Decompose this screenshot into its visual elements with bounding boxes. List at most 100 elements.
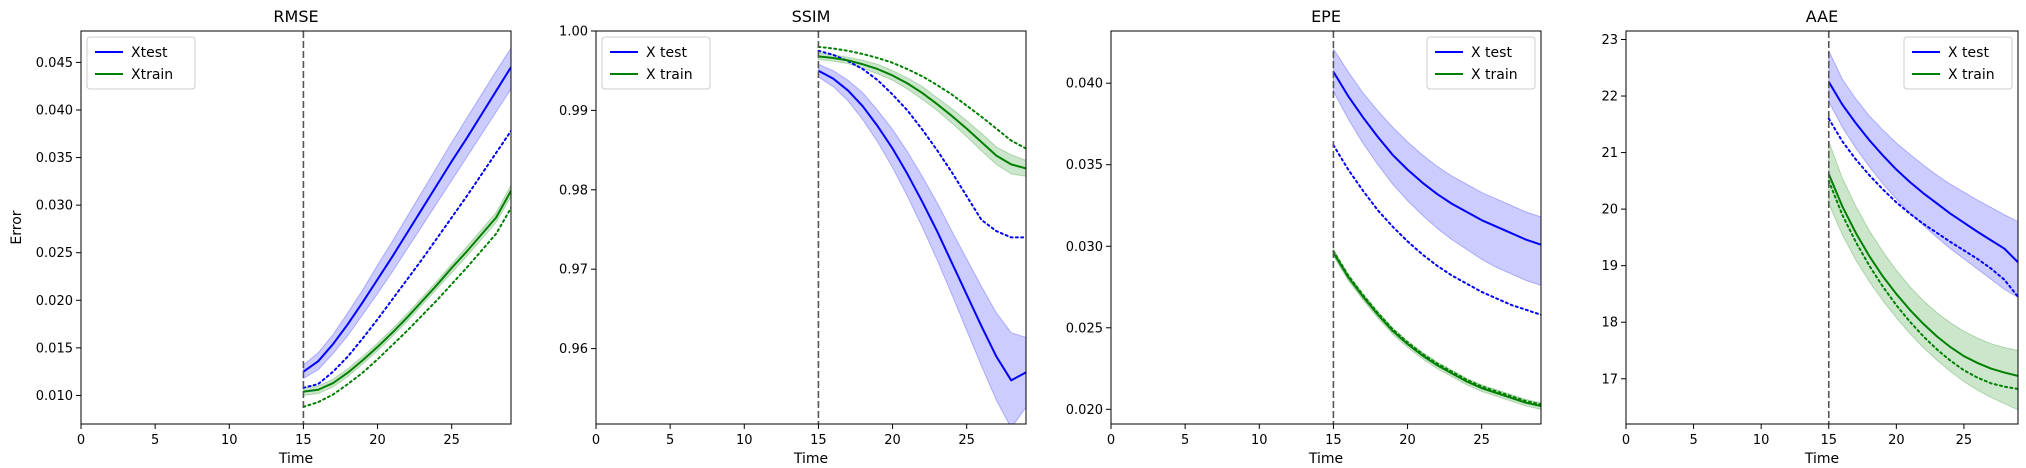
x-tick-label: 5 — [1689, 433, 1697, 448]
x-tick-label: 25 — [1956, 433, 1973, 448]
x-tick-label: 15 — [1325, 433, 1342, 448]
y-tick-label: 0.030 — [1066, 240, 1103, 255]
y-tick-label: 0.96 — [559, 342, 588, 357]
series-line — [1827, 81, 2018, 263]
y-tick-label: 0.045 — [36, 56, 73, 71]
x-tick-label: 20 — [369, 433, 386, 448]
series-line-dotted — [1332, 144, 1541, 316]
confidence-band — [817, 63, 1026, 424]
confidence-band — [1828, 141, 2018, 411]
confidence-band — [302, 184, 511, 397]
panel-title: RMSE — [273, 7, 318, 26]
series-line-dotted — [302, 206, 511, 408]
panel-title: SSIM — [792, 7, 831, 26]
series-line-dotted — [817, 49, 1026, 239]
x-tick-label: 5 — [666, 433, 674, 448]
series-line — [1332, 252, 1541, 408]
x-tick-label: 25 — [443, 433, 460, 448]
y-tick-label: 0.030 — [36, 199, 73, 214]
y-tick-label: 0.040 — [1066, 77, 1103, 92]
series-line — [302, 66, 511, 373]
panel-title: AAE — [1806, 7, 1838, 26]
y-tick-label: 0.99 — [559, 104, 588, 119]
x-axis-label: Time — [1804, 451, 1839, 467]
y-tick-label: 0.020 — [1066, 403, 1103, 418]
y-tick-label: 0.020 — [36, 294, 73, 309]
series-line-dotted — [1827, 117, 2018, 298]
series-line-dotted — [1827, 179, 2018, 390]
y-tick-label: 21 — [1601, 146, 1618, 161]
y-tick-label: 0.025 — [1066, 321, 1103, 336]
x-tick-label: 20 — [884, 433, 901, 448]
y-tick-label: 1.00 — [559, 25, 588, 40]
panel-title: EPE — [1311, 7, 1341, 26]
y-tick-label: 0.98 — [559, 183, 588, 198]
legend-label: X test — [1948, 45, 1989, 61]
panel-epe: EPE Time 0 5 10 15 20 25 0.020 0.025 0.030 0.035 0… — [1066, 7, 1542, 467]
y-tick-label: 0.010 — [36, 389, 73, 404]
y-tick-label: 0.040 — [36, 103, 73, 118]
plot-area — [302, 47, 511, 408]
y-tick-label: 0.035 — [1066, 158, 1103, 173]
y-tick-label: 0.035 — [36, 151, 73, 166]
confidence-band — [1828, 50, 2018, 298]
legend-label: X train — [1471, 67, 1518, 83]
legend: Xtest Xtrain — [86, 36, 196, 90]
x-tick-label: 15 — [810, 433, 827, 448]
y-tick-label: 0.015 — [36, 341, 73, 356]
y-tick-label: 22 — [1601, 90, 1618, 105]
x-tick-label: 10 — [1251, 433, 1268, 448]
legend-label: X test — [646, 45, 687, 61]
series-line-dotted — [1332, 250, 1541, 406]
x-tick-label: 0 — [1107, 433, 1115, 448]
y-tick-label: 17 — [1601, 372, 1618, 387]
legend: X test X train — [1903, 36, 2013, 90]
confidence-band — [302, 47, 511, 380]
plot-area — [1332, 47, 1541, 410]
legend-label: X train — [646, 67, 693, 83]
axes-frame — [80, 30, 512, 425]
y-tick-label: 23 — [1601, 33, 1618, 48]
series-line — [1332, 71, 1541, 246]
confidence-band — [817, 52, 1026, 177]
y-tick-label: 19 — [1601, 259, 1618, 274]
x-tick-label: 15 — [1820, 433, 1837, 448]
x-tick-label: 0 — [77, 433, 85, 448]
x-tick-label: 0 — [592, 433, 600, 448]
y-tick-label: 0.025 — [36, 246, 73, 261]
legend-box — [1426, 36, 1536, 90]
x-tick-label: 25 — [1473, 433, 1490, 448]
x-tick-label: 5 — [1181, 433, 1189, 448]
x-tick-label: 10 — [221, 433, 238, 448]
y-axis-label: Error — [9, 210, 25, 244]
legend-label: X test — [1471, 45, 1512, 61]
x-tick-label: 15 — [295, 433, 312, 448]
axes-frame — [1625, 30, 2019, 425]
legend-label: X train — [1948, 67, 1995, 83]
x-tick-label: 25 — [958, 433, 975, 448]
x-tick-label: 10 — [736, 433, 753, 448]
legend-box — [1903, 36, 2013, 90]
x-axis-label: Time — [278, 451, 313, 467]
plot-area — [1827, 50, 2018, 411]
panel-ssim: SSIM Time 0 5 10 15 20 25 0.96 0.97 0.98 0.99 1.00… — [559, 7, 1027, 467]
y-tick-label: 18 — [1601, 316, 1618, 331]
series-line — [1827, 173, 2018, 377]
legend-box — [86, 36, 196, 90]
x-tick-label: 5 — [151, 433, 159, 448]
legend-label: Xtrain — [131, 67, 173, 83]
legend-box — [601, 36, 711, 90]
x-tick-label: 20 — [1399, 433, 1416, 448]
legend: X test X train — [601, 36, 711, 90]
series-line-dotted — [302, 129, 511, 389]
series-line — [818, 55, 1026, 170]
series-line-dotted — [817, 45, 1026, 150]
panel-rmse: RMSE Error Time 0 5 10 15 20 25 0.010 0.015 0.02… — [9, 7, 512, 467]
plot-area — [817, 45, 1026, 424]
x-axis-label: Time — [1308, 451, 1343, 467]
y-tick-label: 0.97 — [559, 263, 588, 278]
x-tick-label: 20 — [1888, 433, 1905, 448]
x-tick-label: 0 — [1622, 433, 1630, 448]
